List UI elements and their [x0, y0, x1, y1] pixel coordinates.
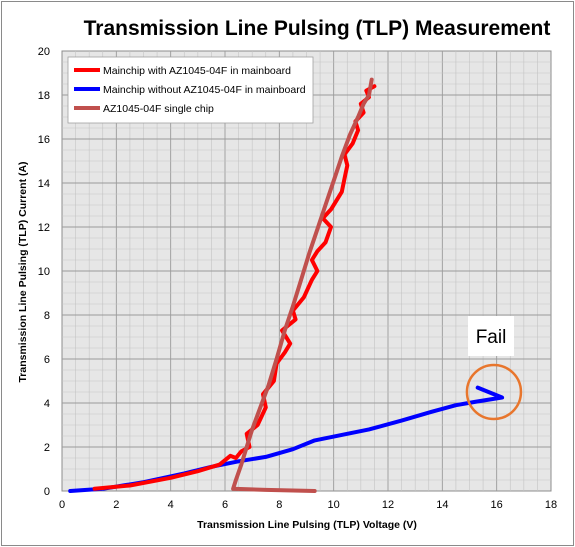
x-tick-label: 6 — [222, 499, 228, 511]
series-layer — [68, 77, 505, 493]
fail-circle — [465, 363, 523, 421]
y-tick-label: 20 — [38, 46, 50, 58]
x-tick-label: 12 — [382, 499, 394, 511]
fail-annotation: Fail — [465, 316, 523, 421]
fail-label: Fail — [476, 327, 507, 348]
legend-entry: Mainchip with AZ1045-04F in mainboard — [103, 65, 291, 77]
y-tick-label: 8 — [44, 310, 50, 322]
y-tick-label: 16 — [38, 134, 50, 146]
x-tick-label: 14 — [436, 499, 448, 511]
y-tick-label: 14 — [38, 178, 50, 190]
x-axis-label: Transmission Line Pulsing (TLP) Voltage … — [197, 519, 417, 531]
y-tick-label: 10 — [38, 266, 50, 278]
fail-label-background — [468, 316, 514, 356]
x-tick-label: 8 — [276, 499, 282, 511]
legend: Mainchip with AZ1045-04F in mainboard Mai… — [67, 56, 314, 124]
x-tick-label: 10 — [328, 499, 340, 511]
legend-entry: Mainchip without AZ1045-04F in mainboard — [103, 84, 306, 96]
y-tick-label: 18 — [38, 90, 50, 102]
series-line-3 — [231, 77, 374, 493]
y-tick-label: 4 — [44, 398, 50, 410]
chart-title: Transmission Line Pulsing (TLP) Measurem… — [84, 17, 551, 40]
tick-labels: 0 2 4 6 8 10 12 14 16 18 0 2 4 6 8 10 12 14 16 18 20 — [38, 46, 557, 511]
x-tick-label: 16 — [491, 499, 503, 511]
x-tick-label: 18 — [545, 499, 557, 511]
y-tick-label: 12 — [38, 222, 50, 234]
x-tick-label: 4 — [168, 499, 174, 511]
legend-box — [67, 56, 314, 124]
y-tick-label: 0 — [44, 486, 50, 498]
y-tick-label: 2 — [44, 442, 50, 454]
x-tick-label: 2 — [113, 499, 119, 511]
x-tick-label: 0 — [59, 499, 65, 511]
legend-entry: AZ1045-04F single chip — [103, 103, 214, 115]
y-axis-label: Transmission Line Pulsing (TLP) Current … — [17, 161, 29, 382]
series-line-1 — [92, 84, 377, 491]
y-tick-label: 6 — [44, 354, 50, 366]
